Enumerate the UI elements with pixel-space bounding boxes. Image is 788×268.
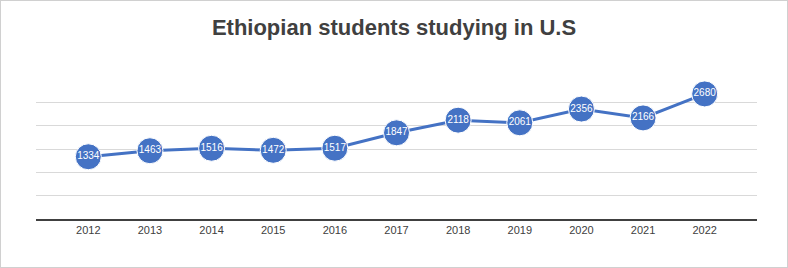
svg-text:Ethiopian students studying in: Ethiopian students studying in U.S <box>212 15 576 40</box>
svg-text:2020: 2020 <box>569 224 593 236</box>
svg-text:1517: 1517 <box>324 142 347 153</box>
svg-text:2016: 2016 <box>323 224 347 236</box>
svg-text:1516: 1516 <box>200 142 223 153</box>
svg-text:2118: 2118 <box>447 114 469 125</box>
svg-text:2021: 2021 <box>631 224 655 236</box>
svg-text:2356: 2356 <box>570 103 593 114</box>
svg-text:2014: 2014 <box>199 224 223 236</box>
svg-text:1472: 1472 <box>262 144 285 155</box>
svg-text:1334: 1334 <box>77 150 100 161</box>
svg-text:2680: 2680 <box>694 87 717 98</box>
svg-text:2022: 2022 <box>692 224 716 236</box>
svg-text:2061: 2061 <box>509 116 532 127</box>
svg-text:2013: 2013 <box>138 224 162 236</box>
svg-text:2166: 2166 <box>632 111 655 122</box>
svg-text:1847: 1847 <box>385 126 408 137</box>
svg-text:2019: 2019 <box>508 224 532 236</box>
svg-text:2018: 2018 <box>446 224 470 236</box>
svg-text:1463: 1463 <box>139 144 162 155</box>
svg-text:2012: 2012 <box>76 224 100 236</box>
svg-text:2017: 2017 <box>384 224 408 236</box>
svg-text:2015: 2015 <box>261 224 285 236</box>
